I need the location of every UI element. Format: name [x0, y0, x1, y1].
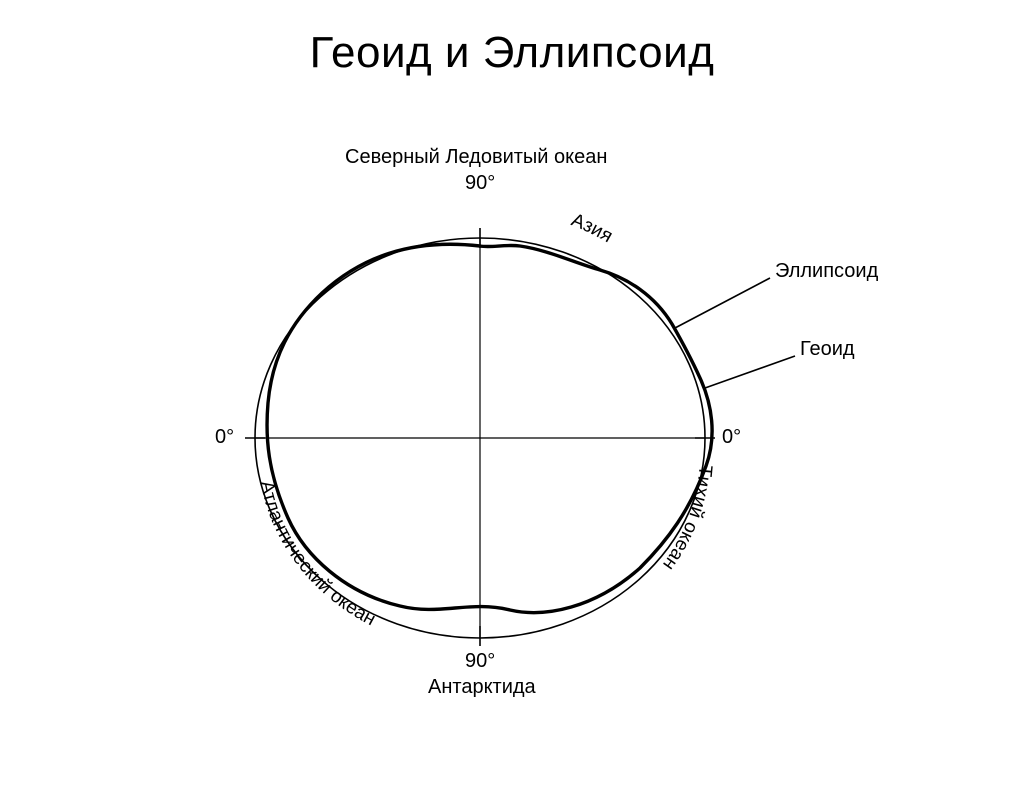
label-pacific-ocean: Тихий океан — [658, 464, 715, 574]
label-atlantic-ocean: Атлантический океан — [256, 479, 379, 630]
geoid-ellipsoid-diagram: Азия Тихий океан Атлантический океан — [0, 78, 1024, 758]
callout-ellipsoid: Эллипсоид — [775, 260, 878, 283]
geoid-outline — [267, 244, 712, 612]
label-asia: Азия — [568, 210, 616, 248]
leader-geoid — [705, 356, 795, 388]
label-90-bottom: 90° — [465, 650, 495, 673]
page-title: Геоид и Эллипсоид — [0, 28, 1024, 78]
diagram-canvas: Азия Тихий океан Атлантический океан Сев… — [0, 78, 1024, 758]
label-0-left: 0° — [215, 426, 234, 449]
leader-ellipsoid — [675, 278, 770, 328]
label-arctic-ocean: Северный Ледовитый океан — [345, 146, 607, 169]
callout-geoid: Геоид — [800, 338, 855, 361]
label-90-top: 90° — [465, 172, 495, 195]
label-0-right: 0° — [722, 426, 741, 449]
label-antarctica: Антарктида — [428, 676, 536, 699]
